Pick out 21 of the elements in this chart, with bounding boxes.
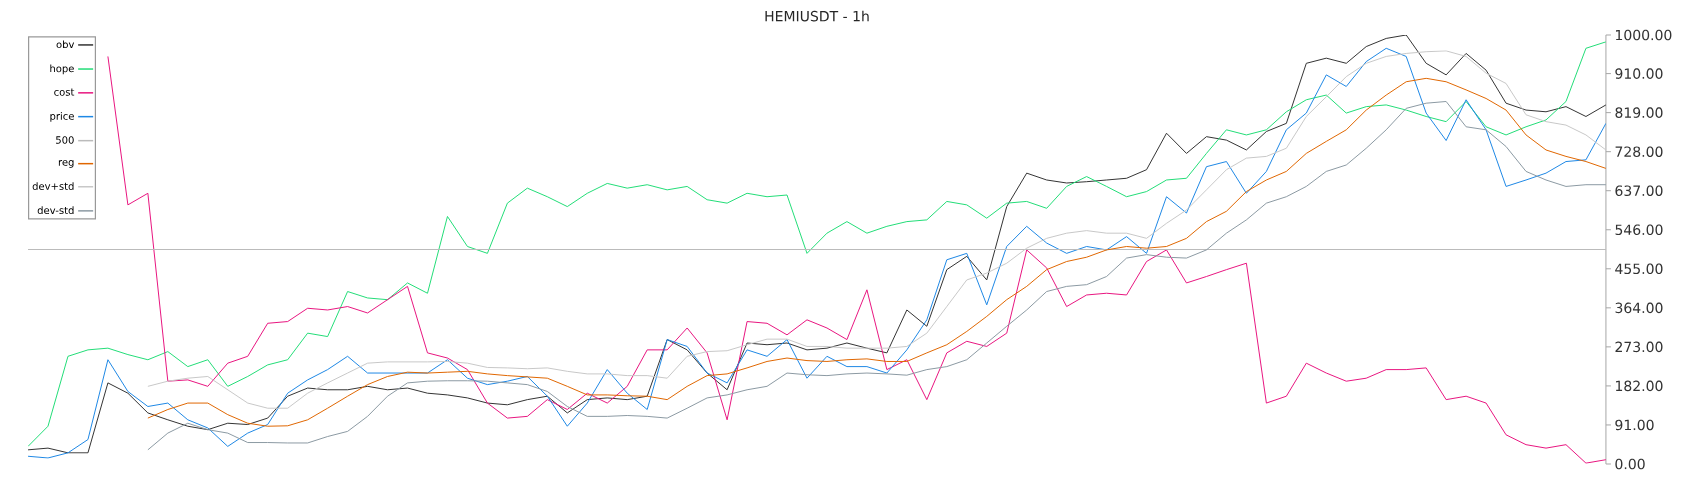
legend-label: price <box>50 112 74 122</box>
y-tick-label: 364.00 <box>1615 302 1663 314</box>
legend-label: cost <box>54 88 75 96</box>
legend-label: hope <box>50 64 74 75</box>
legend-label: reg <box>58 160 74 168</box>
y-tick-label: 273.00 <box>1615 341 1663 353</box>
chart-title: HEMIUSDT - 1h <box>765 10 869 22</box>
y-tick-label: 728.00 <box>1615 146 1663 157</box>
y-tick-label: 546.00 <box>1615 224 1663 236</box>
y-tick-label: 1000.00 <box>1616 29 1672 41</box>
legend-label: dev+std <box>32 182 74 190</box>
y-tick-label: 910.00 <box>1615 68 1663 79</box>
y-tick-label: 455.00 <box>1615 263 1663 275</box>
y-tick-label: 0.00 <box>1615 458 1645 470</box>
legend-label: obv <box>56 40 75 49</box>
legend-label: dev-std <box>37 206 74 215</box>
legend-label: 500 <box>56 136 74 144</box>
y-tick-label: 637.00 <box>1615 185 1663 197</box>
y-tick-label: 182.00 <box>1616 380 1663 392</box>
y-tick-label: 819.00 <box>1615 107 1663 118</box>
y-tick-label: 91.00 <box>1615 419 1654 431</box>
